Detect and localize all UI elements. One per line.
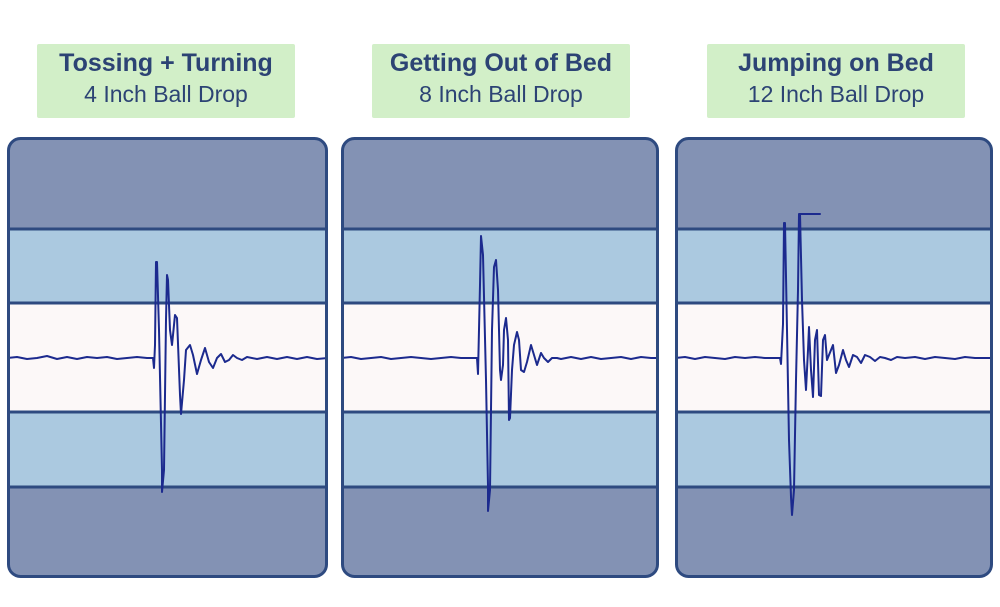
waveform-panel-jumping-on-bed [675, 137, 993, 578]
panel-subtitle: 12 Inch Ball Drop [747, 81, 925, 107]
panel-title: Jumping on Bed [738, 49, 934, 77]
top-outer-band [676, 138, 992, 229]
lower-mid-band [676, 412, 992, 487]
top-outer-band [8, 138, 327, 229]
panel-title: Tossing + Turning [59, 49, 273, 77]
bottom-outer-band [8, 487, 327, 577]
upper-mid-band [676, 229, 992, 303]
waveform-line [676, 213, 992, 516]
panel-title: Getting Out of Bed [389, 49, 613, 77]
panel-border [675, 137, 993, 578]
bottom-outer-band [676, 487, 992, 577]
upper-mid-band [342, 229, 658, 303]
waveform-panel-getting-out-of-bed [341, 137, 659, 578]
waveform-svg [341, 137, 659, 578]
label-box-getting-out-of-bed: Getting Out of Bed 8 Inch Ball Drop [372, 44, 630, 118]
label-box-tossing-turning: Tossing + Turning 4 Inch Ball Drop [37, 44, 295, 118]
panel-subtitle: 8 Inch Ball Drop [419, 81, 583, 107]
lower-mid-band [342, 412, 658, 487]
panel-border [341, 137, 659, 578]
waveform-line [342, 235, 658, 512]
panel-subtitle: 4 Inch Ball Drop [84, 81, 248, 107]
panel-border [7, 137, 328, 578]
top-outer-band [342, 138, 658, 229]
bottom-outer-band [342, 487, 658, 577]
waveform-panel-tossing-turning [7, 137, 328, 578]
waveform-line [8, 261, 327, 493]
lower-mid-band [8, 412, 327, 487]
waveform-svg [675, 137, 993, 578]
waveform-svg [7, 137, 328, 578]
label-box-jumping-on-bed: Jumping on Bed 12 Inch Ball Drop [707, 44, 965, 118]
